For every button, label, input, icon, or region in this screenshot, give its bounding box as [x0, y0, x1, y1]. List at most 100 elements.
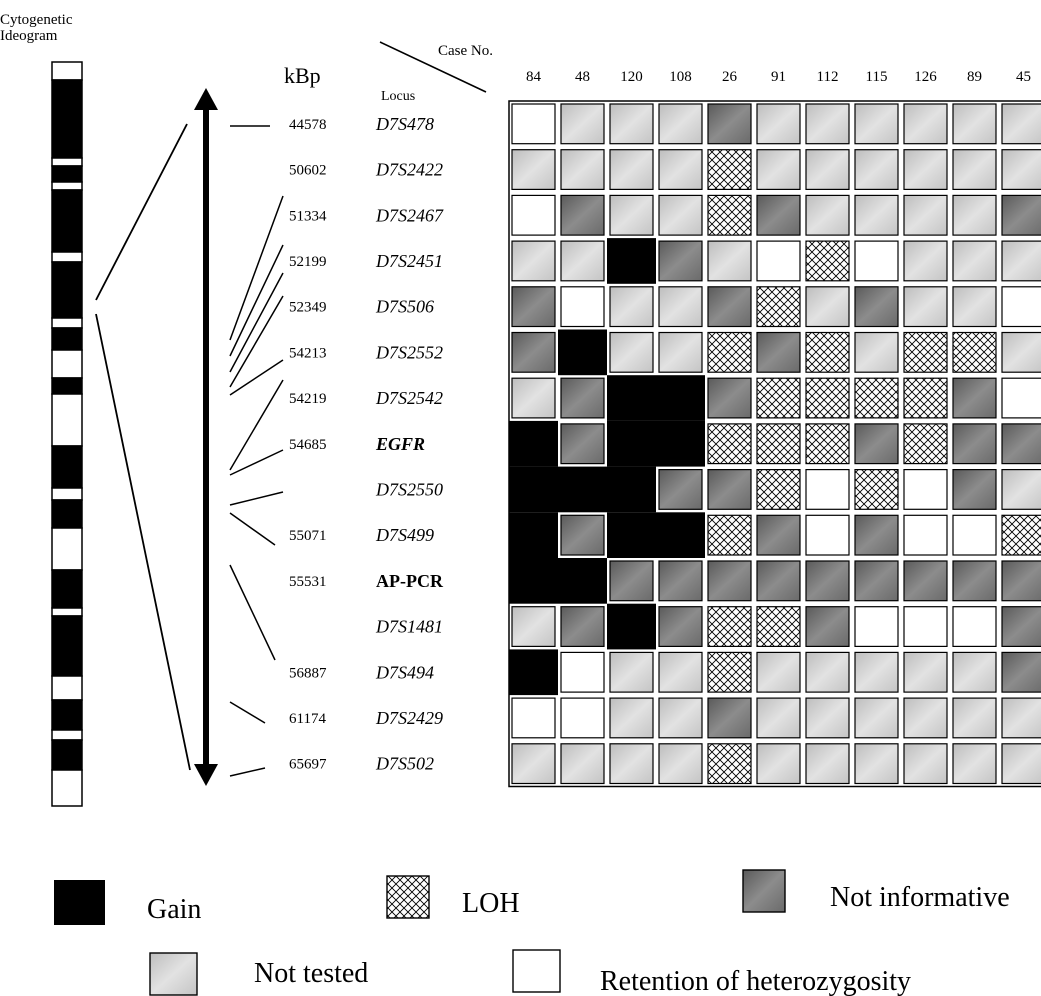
grid-cell [1001, 651, 1041, 693]
grid-cell [952, 606, 997, 648]
kbp-value: 54213 [289, 345, 327, 361]
kbp-value: 55531 [289, 574, 327, 590]
grid-cell [805, 560, 850, 602]
case-number: 115 [866, 69, 888, 85]
ideogram-band [51, 79, 83, 159]
kbp-value: 52199 [289, 254, 327, 270]
grid-cell [854, 697, 899, 739]
grid-cell [707, 331, 752, 373]
grid-cell [658, 469, 703, 510]
grid-cell [952, 194, 997, 236]
grid-cell [560, 240, 605, 282]
grid-cell [609, 697, 654, 739]
kbp-value: 44578 [289, 117, 327, 133]
locus-name: D7S478 [375, 114, 434, 134]
kbp-value: 65697 [289, 757, 327, 773]
grid-cell [707, 560, 752, 602]
grid-cell [707, 194, 752, 236]
grid-cell [854, 286, 899, 328]
locus-name: D7S506 [375, 297, 434, 317]
grid-cell [854, 423, 899, 465]
grid-cell [903, 560, 948, 602]
grid-cell [707, 286, 752, 328]
grid-cell [656, 420, 705, 467]
grid-cell [607, 603, 656, 650]
grid-cell [805, 377, 850, 419]
legend-label: Not tested [254, 958, 368, 989]
grid-cell [707, 469, 752, 510]
ideogram-band [51, 393, 83, 447]
chromosome-ideogram [51, 61, 83, 807]
grid-cell [756, 560, 801, 602]
ideogram-band [51, 699, 83, 731]
grid-cell [903, 240, 948, 282]
grid-cell [707, 743, 752, 785]
grid-cell [707, 423, 752, 465]
case-header: Case No. [438, 43, 493, 59]
legend-label: Not informative [830, 882, 1010, 913]
ideogram-band [51, 499, 83, 529]
locus-name: D7S2550 [375, 479, 443, 499]
grid-cell [658, 606, 703, 648]
grid-cell [509, 558, 558, 604]
grid-cell [854, 377, 899, 419]
grid-cell [1001, 103, 1041, 145]
locus-name: EGFR [375, 434, 425, 454]
ideogram-band [51, 377, 83, 395]
grid-cell [609, 331, 654, 373]
grid-cell [511, 697, 556, 739]
case-number: 108 [669, 69, 692, 85]
grid-cell [1001, 697, 1041, 739]
grid-cell [658, 240, 703, 282]
grid-cell [560, 651, 605, 693]
grid-cell [903, 286, 948, 328]
grid-cell [903, 743, 948, 785]
grid-cell [1001, 469, 1041, 510]
grid-cell [511, 606, 556, 648]
grid-cell [854, 240, 899, 282]
grid-cell [511, 149, 556, 190]
grid-cell [658, 286, 703, 328]
zoom-lines [95, 123, 191, 771]
kbp-header: kBp [284, 63, 321, 88]
grid-cell [854, 651, 899, 693]
ideogram-band [51, 569, 83, 609]
locus-name: D7S2451 [375, 251, 443, 271]
grid-cell [952, 560, 997, 602]
legend-label: Gain [147, 894, 201, 925]
ideogram-band [51, 675, 83, 701]
legend-swatch-gain [54, 880, 105, 925]
kbp-value: 54219 [289, 391, 327, 407]
grid-cell [707, 240, 752, 282]
grid-cell [756, 149, 801, 190]
row-labels: 44578 D7S478 50602 D7S2422 51334 D7S2467 52199… [289, 114, 444, 774]
grid-cell [903, 651, 948, 693]
grid-cell [511, 286, 556, 328]
grid-cell [903, 606, 948, 648]
grid-cell [607, 375, 656, 421]
grid-cell [609, 560, 654, 602]
ideogram-band [51, 769, 83, 807]
grid-cell [658, 149, 703, 190]
grid-cell [903, 377, 948, 419]
locus-name: D7S2429 [375, 708, 443, 728]
grid-cell [658, 331, 703, 373]
grid-cell [952, 743, 997, 785]
grid-cell [658, 697, 703, 739]
grid-cell [854, 194, 899, 236]
case-number: 48 [575, 69, 590, 85]
grid-cell [707, 149, 752, 190]
grid-cell [707, 651, 752, 693]
legend-swatch [512, 949, 561, 993]
locus-name: AP-PCR [376, 571, 444, 591]
grid-cell [560, 606, 605, 648]
grid-cell [560, 286, 605, 328]
grid-cell [756, 240, 801, 282]
grid-cell [560, 423, 605, 465]
case-number: 89 [967, 69, 982, 85]
grid-cell [952, 240, 997, 282]
locus-name: D7S2542 [375, 388, 443, 408]
grid-cell [854, 103, 899, 145]
ideogram-band [51, 739, 83, 771]
legend: Gain LOH Not informative Not tested Retentio… [54, 869, 1010, 996]
